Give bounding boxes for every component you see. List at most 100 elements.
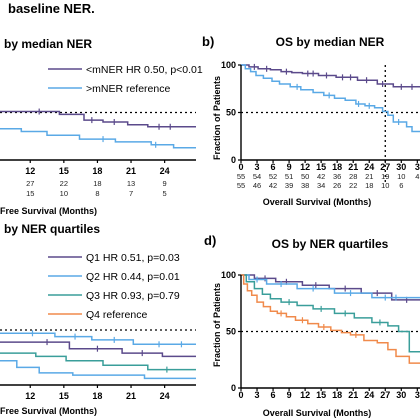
panel-d-series-3-curve — [241, 274, 420, 364]
panel-b-risk-0-1: 54 — [253, 172, 261, 181]
legend-entry-q3: Q3 HR 0.93, p=0.79 — [86, 290, 180, 302]
panel-a-plot — [0, 108, 196, 149]
panel-a-x-label: Free Survival (Months) — [0, 206, 97, 216]
panel-b-risk-0-6: 36 — [333, 172, 341, 181]
panel-b-risk-1-9: 10 — [381, 181, 389, 190]
panel-b-risk-0-7: 28 — [349, 172, 357, 181]
panel-d-xtick-1: 3 — [255, 390, 260, 400]
panel-d-label: d) — [204, 233, 216, 248]
panel-d: d) OS by NER quartiles Fraction of Patie… — [204, 233, 420, 418]
panel-c-series-1-curve — [0, 332, 196, 346]
panel-d-xtick-2: 6 — [271, 390, 276, 400]
panel-b: b) OS by median NER Fraction of Patients… — [202, 34, 420, 207]
legend-entry-mner-high: >mNER reference — [86, 83, 170, 95]
panel-b-risk-0-8: 21 — [365, 172, 373, 181]
panel-a-xtick-2: 18 — [92, 166, 102, 176]
panel-b-ytick-0: 0 — [231, 155, 236, 165]
panel-c-series-0-curve — [0, 341, 196, 358]
panel-a-series-0-curve — [0, 110, 196, 128]
panel-b-risk-0-4: 50 — [301, 172, 309, 181]
panel-a-risk-0-1: 22 — [60, 179, 68, 188]
panel-d-x-label: Overall Survival (Months) — [263, 408, 372, 418]
panel-d-xtick-8: 24 — [364, 390, 374, 400]
panel-c-title: by NER quartiles — [4, 222, 100, 236]
panel-b-risk-1-0: 55 — [237, 181, 245, 190]
panel-d-xtick-7: 21 — [348, 390, 358, 400]
panel-b-xtick-4: 12 — [300, 162, 310, 172]
panel-c-xtick-3: 21 — [126, 391, 136, 401]
legend-entry-q1: Q1 HR 0.51, p=0.03 — [86, 252, 180, 264]
panel-d-xtick-0: 0 — [238, 390, 243, 400]
panel-b-risk-1-3: 39 — [285, 181, 293, 190]
panel-b-ytick-2: 100 — [221, 60, 236, 70]
panel-d-xtick-3: 9 — [287, 390, 292, 400]
panel-b-ticks: 0 50 100 0 3 6 9 12 15 18 21 24 27 30 3 — [221, 60, 420, 172]
panel-d-ytick-0: 0 — [231, 383, 236, 393]
panel-d-plot — [241, 274, 420, 364]
panel-a-title: by median NER — [4, 37, 92, 51]
legend-entry-q2: Q2 HR 0.44, p=0.01 — [86, 271, 180, 283]
panel-b-xtick-8: 24 — [364, 162, 374, 172]
panel-c-series-2-curve — [0, 352, 196, 371]
panel-b-xtick-1: 3 — [255, 162, 260, 172]
panel-d-ytick-1: 50 — [226, 327, 236, 337]
panel-a-risk-0-3: 13 — [127, 179, 135, 188]
panel-d-ytick-2: 100 — [221, 270, 236, 280]
panel-c-plot: 12 15 18 21 24 — [0, 329, 196, 401]
panel-b-xtick-3: 9 — [287, 162, 292, 172]
panel-a-risk-1-2: 8 — [95, 189, 99, 198]
panel-b-xtick-11: 3 — [415, 162, 420, 172]
panel-d-xtick-9: 27 — [380, 390, 390, 400]
panel-b-risk-0-5: 42 — [317, 172, 325, 181]
panel-b-xtick-2: 6 — [271, 162, 276, 172]
panel-b-xtick-0: 0 — [238, 162, 243, 172]
panel-c-xtick-2: 18 — [92, 391, 102, 401]
panel-b-x-label: Overall Survival (Months) — [263, 197, 372, 207]
panel-b-xtick-5: 15 — [316, 162, 326, 172]
panel-d-series-2-curve — [241, 274, 420, 353]
panel-b-xtick-9: 27 — [380, 162, 390, 172]
panel-b-risk-1-1: 46 — [253, 181, 261, 190]
panel-a-risk-0-2: 18 — [93, 179, 101, 188]
panel-a-risk-table: 27 22 18 13 9 15 10 8 7 5 — [26, 179, 167, 198]
panel-d-xtick-6: 18 — [332, 390, 342, 400]
panel-a: by median NER <mNER HR 0.50, p<0.01 >mNE… — [0, 37, 203, 216]
panel-d-series-1-curve — [241, 274, 420, 299]
panel-a-xtick-1: 15 — [59, 166, 69, 176]
panel-d-title: OS by NER quartiles — [272, 237, 389, 251]
panel-d-xtick-5: 15 — [316, 390, 326, 400]
panel-b-risk-0-2: 52 — [269, 172, 277, 181]
legend-entry-q4: Q4 reference — [86, 309, 147, 321]
panel-b-xtick-7: 21 — [348, 162, 358, 172]
panel-b-risk-1-4: 38 — [301, 181, 309, 190]
panel-c: by NER quartiles 12 15 18 21 24 Q1 HR 0.51, … — [0, 222, 196, 416]
panel-a-risk-1-0: 15 — [26, 189, 34, 198]
panel-d-ticks: 0 50 100 0 3 6 9 12 15 18 21 24 27 30 3 — [221, 270, 420, 400]
panel-b-risk-1-10: 6 — [399, 181, 403, 190]
panel-c-series-3-curve — [0, 360, 196, 380]
panel-b-risk-0-9: 19 — [381, 172, 389, 181]
panel-d-xtick-11: 3 — [415, 390, 420, 400]
panel-b-risk-1-5: 34 — [317, 181, 325, 190]
panel-a-risk-1-4: 5 — [163, 189, 167, 198]
panel-a-xtick-0: 12 — [25, 166, 35, 176]
panel-c-xtick-1: 15 — [59, 391, 69, 401]
panel-d-xtick-10: 30 — [396, 390, 406, 400]
panel-b-risk-0-10: 10 — [397, 172, 405, 181]
panel-a-series-1-curve — [0, 127, 196, 149]
panel-a-xtick-3: 21 — [126, 166, 136, 176]
panel-b-title: OS by median NER — [276, 35, 385, 49]
panel-b-y-label: Fraction of Patients — [212, 76, 222, 160]
panel-b-risk-1-6: 26 — [333, 181, 341, 190]
panel-a-risk-1-3: 7 — [129, 189, 133, 198]
panel-a-ticks: 12 15 18 21 24 — [25, 160, 170, 176]
panel-d-series-0-curve — [241, 274, 420, 301]
panel-b-xtick-6: 18 — [332, 162, 342, 172]
panel-b-risk-1-7: 22 — [349, 181, 357, 190]
panel-b-risk-1-8: 18 — [365, 181, 373, 190]
panel-c-x-label: Free Survival (Months) — [0, 406, 97, 416]
panel-b-risk-0-3: 51 — [285, 172, 293, 181]
panel-b-risk-0-11: 4 — [415, 172, 419, 181]
panel-b-label: b) — [202, 34, 214, 49]
